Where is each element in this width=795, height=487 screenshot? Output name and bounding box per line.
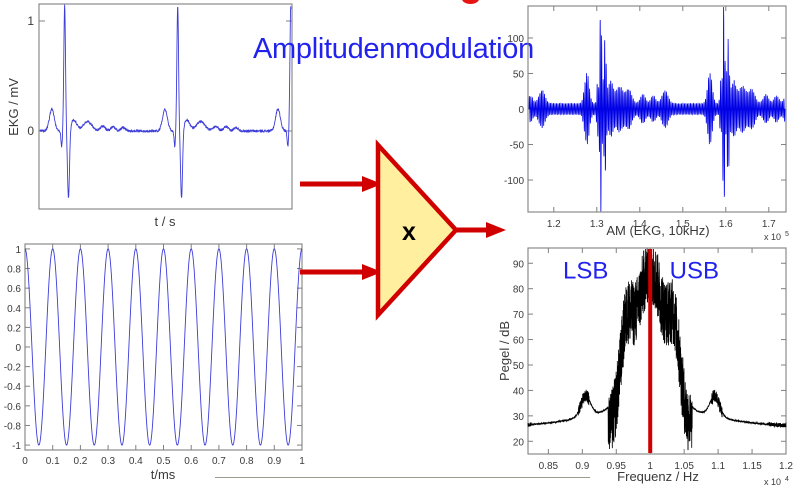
chart-ekg-svg: 1 0 EKG / mV t / s (6, 3, 293, 229)
carrier-ytick-label: -0.4 (4, 382, 22, 393)
spectrum-ytick-label: 20 (513, 437, 525, 448)
am-ytick-label: 50 (513, 69, 525, 80)
carrier-ytick-label: -1 (12, 441, 21, 452)
arrow-carrier-input (300, 264, 382, 280)
carrier-xtick-label: 0.9 (267, 456, 281, 467)
arrow-am-output (454, 222, 506, 238)
spectrum-ytick-label: 70 (513, 310, 525, 321)
am-x-exponent-power: 5 (785, 231, 789, 238)
chart-am-svg: -100 -50 0 50 100 1.2 1.3 1.4 1.5 1.6 1.7 AM (EKG… (504, 5, 789, 242)
carrier-ytick-label: -0.8 (4, 421, 22, 432)
ekg-xlabel: t / s (155, 214, 176, 229)
carrier-xtick-label: 1 (299, 456, 305, 467)
carrier-xtick-label: 0.1 (46, 456, 60, 467)
am-xtick-label: 1.4 (633, 219, 647, 230)
carrier-xtick-label: 0.7 (212, 456, 226, 467)
usb-label: USB (670, 258, 719, 285)
ekg-trace (39, 4, 292, 198)
spectrum-ytick-label: 80 (513, 285, 525, 296)
footer-divider (215, 477, 590, 478)
am-xtick-group: 1.2 1.3 1.4 1.5 1.6 1.7 (547, 6, 776, 230)
carrier-xlabel: t/ms (151, 467, 176, 482)
spectrum-xtick-label: 1.15 (742, 461, 762, 472)
ekg-ylabel: EKG / mV (6, 78, 21, 136)
spectrum-xtick-group: 0.85 0.9 0.95 1 1.05 1.1 1.15 1.2 (539, 248, 793, 472)
am-ytick-label: -50 (510, 141, 525, 152)
spectrum-ytick-label: 30 (513, 412, 525, 423)
chart-carrier-svg: -1 -0.8 -0.6 -0.4 -0.2 0 0.2 0.4 0.6 0.8 1 0 0.1 0.2… (4, 243, 305, 482)
carrier-xtick-label: 0.6 (184, 456, 198, 467)
am-xtick-label: 1.6 (719, 219, 733, 230)
carrier-ytick-label: 0.8 (7, 265, 21, 276)
carrier-xtick-label: 0.3 (101, 456, 115, 467)
carrier-trace (24, 248, 303, 446)
am-ytick-label: 0 (518, 105, 524, 116)
multiplier-triangle[interactable] (375, 139, 460, 321)
carrier-xtick-label: 0.2 (73, 456, 87, 467)
spectrum-xtick-label: 1.1 (711, 461, 725, 472)
spectrum-xtick-label: 1.05 (674, 461, 694, 472)
carrier-ytick-label: 0 (15, 343, 21, 354)
carrier-ytick-label: 1 (15, 245, 21, 256)
am-xtick-label: 1.3 (590, 219, 604, 230)
am-xtick-label: 1.7 (762, 219, 776, 230)
spectrum-ytick-label: 40 (513, 386, 525, 397)
ekg-ytick-label-1: 1 (27, 14, 34, 28)
carrier-plot-frame (24, 243, 303, 451)
chart-ekg: 1 0 EKG / mV t / s (0, 0, 300, 232)
carrier-ytick-label: -0.6 (4, 402, 22, 413)
carrier-ytick-label: 0.6 (7, 284, 21, 295)
ekg-ytick-label-0: 0 (27, 124, 34, 138)
spectrum-xlabel: Frequenz / Hz (617, 469, 699, 484)
am-ytick-label: -100 (504, 176, 524, 187)
am-x-exponent: x 10 (764, 232, 781, 242)
am-xtick-label: 1.2 (547, 219, 561, 230)
chart-spectrum: 20 30 40 50 60 70 80 90 0.85 0.9 0.95 1 1.05 1.1 1.15… (495, 240, 795, 487)
carrier-ytick-label: 0.4 (7, 304, 21, 315)
carrier-ytick-label: -0.2 (4, 363, 22, 374)
am-xtick-label: 1.5 (676, 219, 690, 230)
am-trace (528, 6, 786, 212)
spectrum-ytick-group: 20 30 40 50 60 70 80 90 (513, 259, 786, 448)
am-xlabel: AM (EKG, 10kHz) (606, 223, 709, 238)
chart-am-signal: -100 -50 0 50 100 1.2 1.3 1.4 1.5 1.6 1.7 AM (EKG… (495, 0, 795, 246)
carrier-xtick-label: 0.5 (157, 456, 171, 467)
carrier-xtick-label: 0.8 (240, 456, 254, 467)
page-title: Amplitudenmodulation (253, 33, 534, 65)
carrier-xtick-label: 0 (22, 456, 28, 467)
chart-spectrum-svg: 20 30 40 50 60 70 80 90 0.85 0.9 0.95 1 1.05 1.1 1.15… (497, 247, 793, 487)
spectrum-x-exponent-power: 4 (785, 476, 789, 483)
spectrum-ylabel: Pegel / dB (497, 321, 512, 381)
spectrum-xtick-label: 1 (647, 461, 653, 472)
spectrum-xtick-label: 0.95 (607, 461, 627, 472)
spectrum-xtick-label: 1.2 (779, 461, 793, 472)
spectrum-xtick-label: 0.85 (539, 461, 559, 472)
lsb-label: LSB (563, 258, 608, 285)
spectrum-x-exponent: x 10 (764, 477, 781, 487)
carrier-xtick-label: 0.4 (129, 456, 143, 467)
spectrum-ytick-label: 90 (513, 259, 525, 270)
spectrum-ytick-label: 60 (513, 336, 525, 347)
ekg-plot-frame (38, 3, 293, 210)
carrier-ytick-label: 0.2 (7, 323, 21, 334)
chart-carrier: -1 -0.8 -0.6 -0.4 -0.2 0 0.2 0.4 0.6 0.8 1 0 0.1 0.2… (0, 236, 310, 487)
am-ytick-label: 100 (507, 34, 524, 45)
clipped-header-mark (462, 0, 479, 4)
spectrum-xtick-label: 0.9 (575, 461, 589, 472)
multiplier-block[interactable]: x (290, 130, 520, 330)
carrier-ytick-group: -1 -0.8 -0.6 -0.4 -0.2 0 0.2 0.4 0.6 0.8 1 (4, 245, 302, 452)
arrow-ekg-input (300, 176, 382, 192)
spectrum-ytick-label: 50 (513, 361, 525, 372)
spectrum-plot-frame (527, 247, 787, 455)
multiplier-symbol: x (402, 218, 416, 246)
spectrum-trace (527, 248, 787, 451)
carrier-xtick-group: 0 0.1 0.2 0.3 0.4 0.5 0.6 0.7 0.8 0.9 1 (22, 244, 305, 467)
